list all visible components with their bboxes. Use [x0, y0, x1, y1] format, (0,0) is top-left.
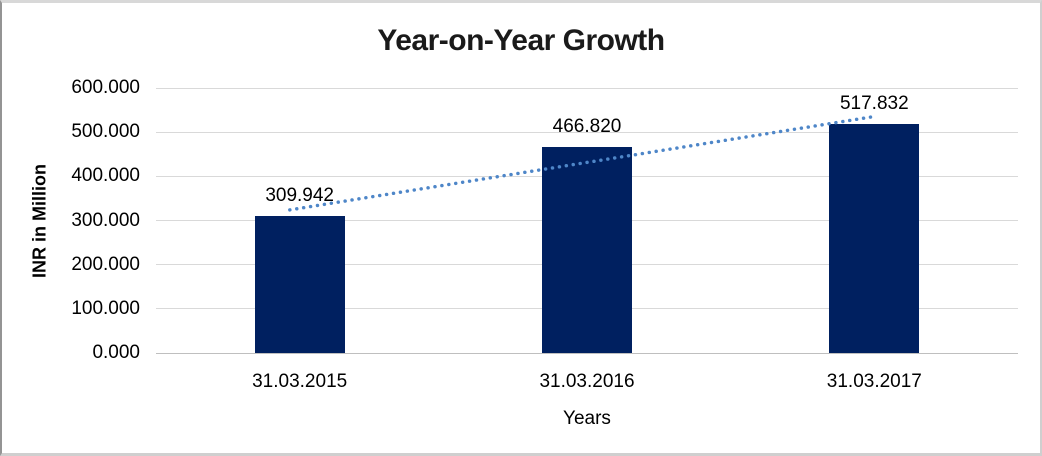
x-axis-title: Years [563, 408, 611, 429]
x-axis-tick-label: 31.03.2015 [252, 371, 348, 392]
bar [542, 146, 632, 353]
y-axis-tick-label: 400.000 [71, 165, 140, 187]
chart-title: Year-on-Year Growth [377, 24, 665, 57]
x-axis-tick-label: 31.03.2017 [826, 371, 922, 392]
y-axis-tick-label: 300.000 [71, 209, 140, 231]
y-axis-tick-label: 100.000 [71, 297, 140, 319]
x-axis-tick-label: 31.03.2016 [539, 371, 635, 392]
bar [254, 216, 345, 353]
y-axis-tick-label: 0.000 [92, 342, 140, 363]
y-axis-tick-label: 200.000 [71, 253, 140, 275]
y-gridline [156, 87, 1018, 89]
y-axis-tick-label: 600.000 [71, 77, 140, 98]
data-label: 517.832 [839, 93, 909, 115]
y-axis-tick-label: 500.000 [71, 121, 140, 143]
data-label: 309.942 [265, 185, 334, 207]
bar [829, 124, 920, 353]
data-label: 466.820 [552, 115, 622, 137]
y-gridline [156, 352, 1018, 354]
